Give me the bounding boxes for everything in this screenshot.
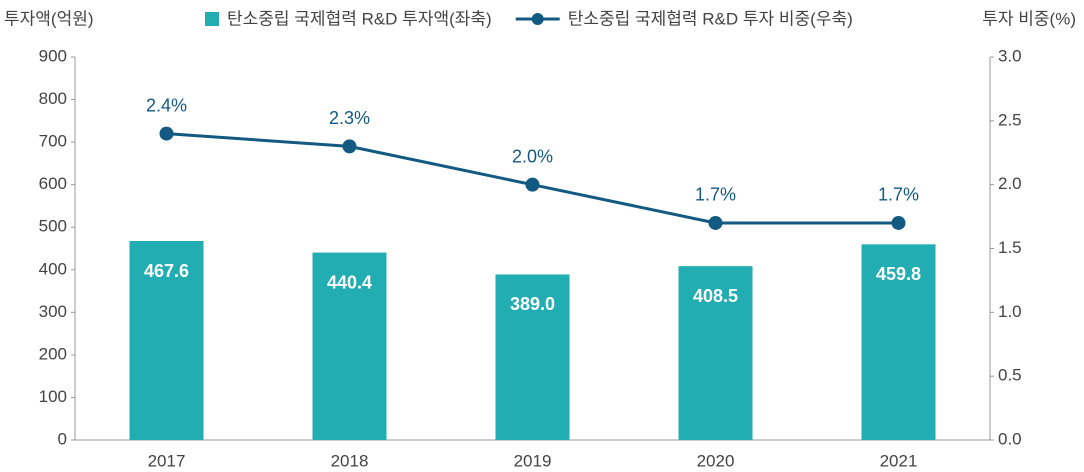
y-tick-label: 900 bbox=[39, 46, 67, 65]
y-tick-label: 500 bbox=[39, 217, 67, 236]
y2-tick-label: 1.0 bbox=[998, 302, 1022, 321]
y2-tick-label: 0.5 bbox=[998, 366, 1022, 385]
line-value-label: 1.7% bbox=[878, 185, 919, 205]
y-tick-label: 700 bbox=[39, 132, 67, 151]
y2-tick-label: 2.5 bbox=[998, 110, 1022, 129]
line-marker bbox=[525, 177, 540, 192]
y2-tick-label: 1.5 bbox=[998, 238, 1022, 257]
bar-value-label: 389.0 bbox=[510, 294, 555, 314]
y2-tick-label: 2.0 bbox=[998, 174, 1022, 193]
line-value-label: 2.4% bbox=[146, 95, 187, 115]
bar bbox=[678, 266, 753, 440]
bar bbox=[861, 244, 936, 440]
line-marker bbox=[891, 215, 906, 230]
bar-value-label: 467.6 bbox=[144, 261, 189, 281]
bar bbox=[129, 241, 204, 440]
x-tick-label: 2017 bbox=[148, 451, 186, 470]
y-tick-label: 200 bbox=[39, 344, 67, 363]
bar-value-label: 408.5 bbox=[693, 286, 738, 306]
y-axis-title: 투자액(억원) bbox=[4, 9, 94, 28]
line-value-label: 2.0% bbox=[512, 146, 553, 166]
y-tick-label: 300 bbox=[39, 302, 67, 321]
y-tick-label: 400 bbox=[39, 259, 67, 278]
line-marker bbox=[708, 215, 723, 230]
line-value-label: 2.3% bbox=[329, 108, 370, 128]
line-marker bbox=[159, 126, 174, 141]
x-tick-label: 2020 bbox=[697, 451, 735, 470]
y2-tick-label: 3.0 bbox=[998, 46, 1022, 65]
bar-value-label: 440.4 bbox=[327, 272, 372, 292]
y-tick-label: 0 bbox=[58, 429, 67, 448]
y-tick-label: 100 bbox=[39, 387, 67, 406]
bar bbox=[312, 252, 387, 440]
y2-tick-label: 0.0 bbox=[998, 429, 1022, 448]
bar-value-label: 459.8 bbox=[876, 264, 921, 284]
x-tick-label: 2019 bbox=[514, 451, 552, 470]
bar bbox=[495, 274, 570, 440]
y2-axis-title: 투자 비중(%) bbox=[982, 9, 1076, 28]
line-value-label: 1.7% bbox=[695, 185, 736, 205]
x-tick-label: 2021 bbox=[880, 451, 918, 470]
y-tick-label: 800 bbox=[39, 89, 67, 108]
legend-label: 탄소중립 국제협력 R&D 투자액(좌축) bbox=[227, 9, 492, 28]
y-tick-label: 600 bbox=[39, 174, 67, 193]
line-marker bbox=[342, 139, 357, 154]
legend-swatch bbox=[205, 12, 219, 26]
legend-label: 탄소중립 국제협력 R&D 투자 비중(우축) bbox=[568, 9, 853, 28]
legend-marker bbox=[531, 13, 544, 25]
x-tick-label: 2018 bbox=[331, 451, 369, 470]
